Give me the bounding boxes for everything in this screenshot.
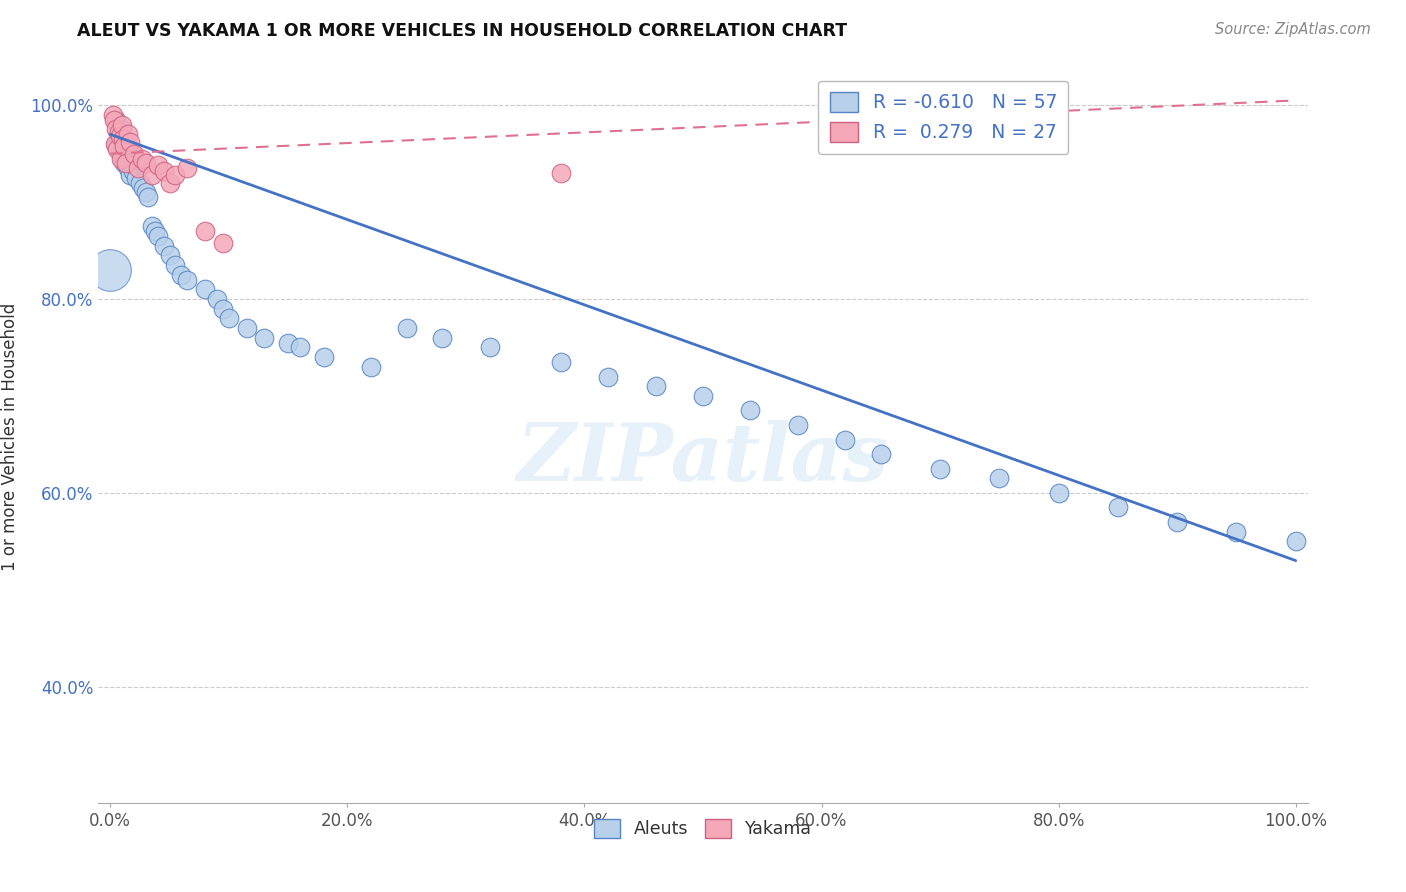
Point	[103, 112, 125, 127]
Point	[1047, 485, 1070, 500]
Point	[170, 268, 193, 282]
Point	[120, 135, 142, 149]
Point	[135, 156, 157, 170]
Point	[114, 139, 136, 153]
Point	[121, 154, 143, 169]
Point	[194, 224, 217, 238]
Point	[152, 238, 174, 252]
Point	[122, 158, 145, 172]
Point	[114, 156, 136, 170]
Point	[205, 292, 228, 306]
Point	[550, 166, 572, 180]
Point	[110, 152, 132, 166]
Point	[114, 156, 136, 170]
Point	[395, 321, 418, 335]
Point	[212, 235, 235, 250]
Point	[277, 335, 299, 350]
Text: Source: ZipAtlas.com: Source: ZipAtlas.com	[1215, 22, 1371, 37]
Point	[111, 122, 134, 136]
Point	[253, 331, 276, 345]
Text: ZIPatlas: ZIPatlas	[517, 420, 889, 498]
Text: ALEUT VS YAKAMA 1 OR MORE VEHICLES IN HOUSEHOLD CORRELATION CHART: ALEUT VS YAKAMA 1 OR MORE VEHICLES IN HO…	[77, 22, 848, 40]
Point	[929, 461, 952, 475]
Point	[111, 118, 134, 132]
Point	[104, 136, 127, 151]
Point	[107, 125, 129, 139]
Point	[312, 350, 335, 364]
Point	[127, 161, 149, 176]
Point	[152, 164, 174, 178]
Point	[143, 224, 166, 238]
Point	[644, 379, 666, 393]
Point	[1166, 515, 1188, 529]
Point	[105, 142, 128, 156]
Point	[598, 369, 620, 384]
Point	[108, 132, 131, 146]
Point	[176, 273, 198, 287]
Point	[165, 258, 187, 272]
Point	[122, 146, 145, 161]
Point	[131, 152, 153, 166]
Point	[121, 164, 143, 178]
Point	[98, 263, 121, 277]
Point	[159, 176, 181, 190]
Point	[288, 341, 311, 355]
Point	[105, 122, 128, 136]
Point	[212, 301, 235, 316]
Point	[146, 158, 169, 172]
Point	[146, 229, 169, 244]
Point	[360, 359, 382, 374]
Point	[692, 389, 714, 403]
Point	[159, 248, 181, 262]
Point	[235, 321, 257, 335]
Point	[110, 146, 132, 161]
Point	[112, 139, 135, 153]
Point	[101, 108, 124, 122]
Point	[478, 341, 501, 355]
Point	[869, 447, 891, 461]
Point	[114, 142, 136, 156]
Point	[1285, 534, 1308, 549]
Point	[432, 331, 454, 345]
Y-axis label: 1 or more Vehicles in Household: 1 or more Vehicles in Household	[1, 303, 20, 571]
Point	[218, 311, 240, 326]
Legend: Aleuts, Yakama: Aleuts, Yakama	[586, 812, 820, 846]
Point	[194, 282, 217, 296]
Point	[550, 355, 572, 369]
Point	[988, 471, 1011, 485]
Point	[135, 186, 157, 200]
Point	[165, 168, 187, 182]
Point	[105, 136, 128, 151]
Point	[1107, 500, 1129, 515]
Point	[129, 176, 152, 190]
Point	[1225, 524, 1247, 539]
Point	[136, 190, 159, 204]
Point	[141, 219, 163, 234]
Point	[118, 148, 141, 162]
Point	[125, 170, 148, 185]
Point	[120, 168, 142, 182]
Point	[786, 417, 808, 432]
Point	[105, 112, 128, 127]
Point	[111, 152, 134, 166]
Point	[176, 161, 198, 176]
Point	[834, 433, 856, 447]
Point	[107, 128, 129, 142]
Point	[132, 180, 155, 194]
Point	[117, 128, 139, 142]
Point	[108, 129, 131, 144]
Point	[740, 403, 762, 417]
Point	[112, 132, 135, 146]
Point	[117, 161, 139, 176]
Point	[141, 168, 163, 182]
